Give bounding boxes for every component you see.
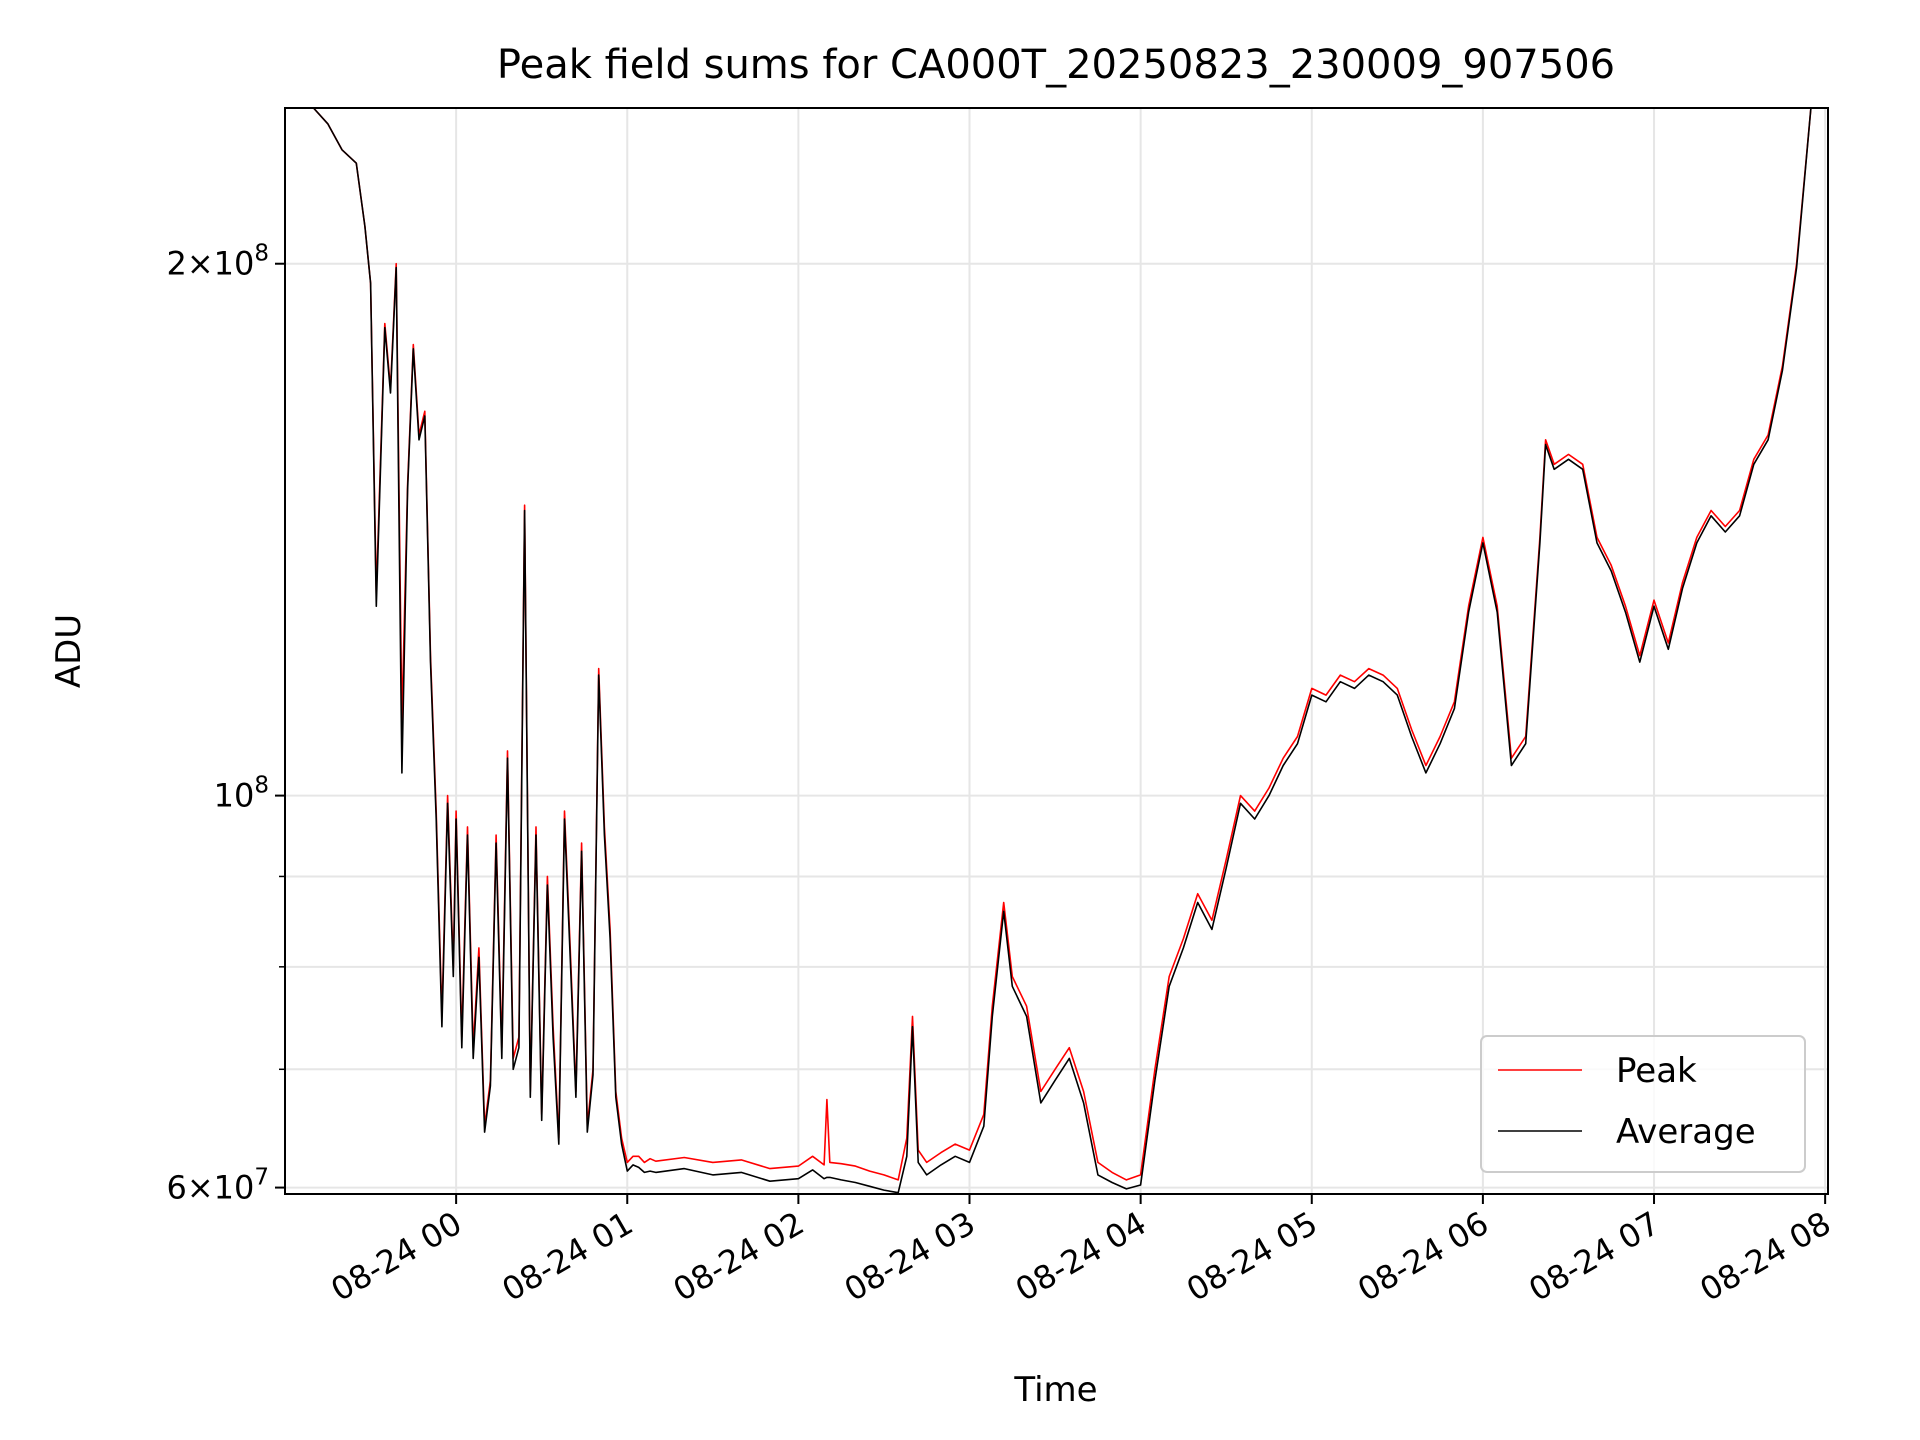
y-axis-label: ADU — [49, 614, 89, 688]
legend-label-peak: Peak — [1616, 1051, 1697, 1091]
plot-frame — [284, 107, 1829, 1195]
x-axis-label: Time — [1013, 1370, 1097, 1410]
series-line-average — [285, 108, 1826, 1194]
chart-title: Peak field sums for CA000T_20250823_2300… — [497, 42, 1615, 88]
y-tick-label: 2×108 — [166, 241, 269, 283]
y-tick-label: 6×107 — [166, 1165, 269, 1207]
legend-label-average: Average — [1616, 1112, 1756, 1152]
grid — [285, 108, 1828, 1194]
legend: Peak Average — [1480, 1035, 1806, 1173]
series-layer — [285, 108, 1826, 1194]
